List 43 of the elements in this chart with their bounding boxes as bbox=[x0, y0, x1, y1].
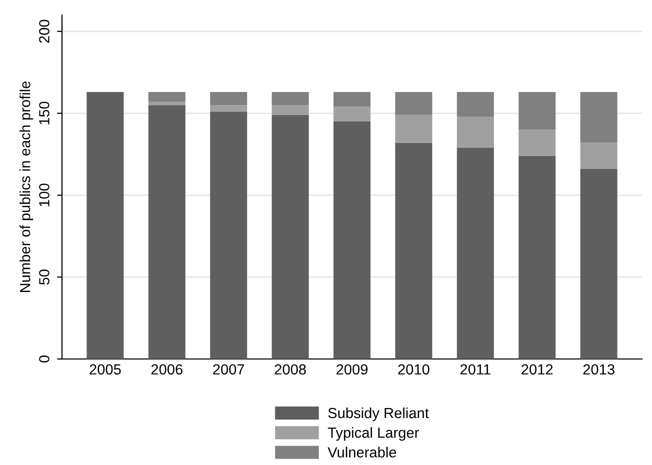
legend-label: Vulnerable bbox=[328, 446, 396, 458]
x-tick-label: 2005 bbox=[90, 364, 121, 375]
bar bbox=[333, 92, 371, 107]
bar bbox=[148, 102, 186, 106]
y-tick-label: 0 bbox=[39, 356, 50, 362]
x-tick-label: 2008 bbox=[274, 364, 306, 375]
x-tick-label: 2012 bbox=[522, 364, 553, 375]
bar bbox=[333, 121, 371, 359]
x-tick-label: 2006 bbox=[151, 364, 182, 375]
bar bbox=[210, 105, 248, 112]
bar bbox=[272, 105, 309, 115]
bar bbox=[272, 92, 309, 106]
bar bbox=[210, 92, 248, 106]
bar bbox=[456, 92, 494, 117]
x-tick-label: 2011 bbox=[460, 364, 490, 375]
bar bbox=[580, 142, 618, 169]
x-tick-label: 2009 bbox=[336, 364, 368, 375]
legend-label: Typical Larger bbox=[328, 427, 419, 441]
bar bbox=[518, 92, 556, 130]
bar bbox=[580, 92, 618, 143]
bar bbox=[518, 156, 556, 359]
y-axis-title: Number of publics in each profile bbox=[20, 81, 34, 292]
bar bbox=[580, 168, 618, 359]
bar bbox=[456, 116, 494, 148]
bar bbox=[395, 114, 432, 143]
bar bbox=[333, 106, 371, 122]
x-tick-label: 2007 bbox=[213, 364, 244, 375]
bar bbox=[395, 142, 432, 359]
bar bbox=[86, 92, 124, 359]
legend-label: Subsidy Reliant bbox=[328, 407, 429, 422]
bar bbox=[148, 105, 186, 359]
bar bbox=[210, 112, 248, 359]
y-tick-label: 150 bbox=[39, 102, 50, 124]
bar bbox=[456, 148, 494, 359]
bar bbox=[518, 130, 556, 156]
bar bbox=[148, 92, 186, 102]
bar bbox=[272, 114, 309, 359]
y-tick-label: 200 bbox=[39, 20, 50, 43]
y-tick-label: 100 bbox=[39, 184, 50, 206]
y-tick-label: 50 bbox=[39, 270, 50, 285]
x-tick-label: 2013 bbox=[583, 364, 614, 375]
bar bbox=[395, 92, 432, 115]
x-tick-label: 2010 bbox=[398, 364, 430, 375]
